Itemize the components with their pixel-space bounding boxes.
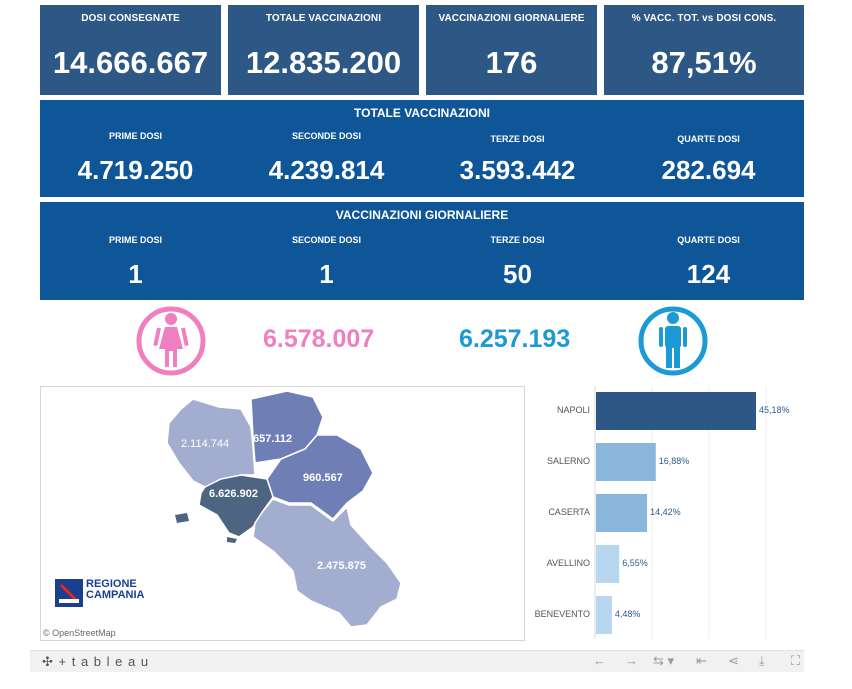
male-vaccinations-value: 6.257.193 xyxy=(459,325,571,353)
kpi-vaccinazioni-giornaliere: VACCINAZIONI GIORNALIERE 176 xyxy=(426,5,597,95)
kpi-value: 12.835.200 xyxy=(245,45,402,80)
col-label: SECONDE DOSI xyxy=(291,131,361,141)
undo-icon[interactable]: ← xyxy=(593,653,606,668)
logo-text-line-2: CAMPANIA xyxy=(86,589,145,601)
tableau-brand-link[interactable]: ✣ + t a b l e a u xyxy=(42,654,149,670)
kpi-value: 87,51% xyxy=(651,45,757,80)
bar-category-label: CASERTA xyxy=(548,507,590,517)
bar-avellino[interactable] xyxy=(596,545,620,583)
bar-chart-svg xyxy=(594,386,767,639)
map-label-caserta: 2.114.744 xyxy=(181,438,229,450)
kpi-percentuale: % VACC. TOT. vs DOSI CONS. 87,51% xyxy=(604,5,804,95)
share-icon[interactable]: ⋖ xyxy=(728,653,739,668)
col-value: 1 xyxy=(319,259,334,289)
map-island-ischia xyxy=(175,513,189,523)
download-icon[interactable]: ⤓ xyxy=(759,653,765,668)
col-value: 3.593.442 xyxy=(459,155,576,185)
map-region-napoli xyxy=(198,474,274,538)
col-label: TERZE DOSI xyxy=(490,235,545,245)
logo-text-line-1: REGIONE xyxy=(86,578,137,590)
panel-title: VACCINAZIONI GIORNALIERE xyxy=(335,208,509,222)
col-value: 4.239.814 xyxy=(268,155,385,185)
tableau-brand-text: + t a b l e a u xyxy=(58,654,150,669)
female-vaccinations-value: 6.578.007 xyxy=(263,325,375,353)
bar-napoli[interactable] xyxy=(596,392,756,430)
totale-quarte-dosi: QUARTE DOSI 282.694 xyxy=(613,134,804,186)
bar-value-label: 6,55% xyxy=(622,558,648,568)
province-bar-chart: NAPOLI 45,18% SALERNO 16,88% CASERTA 14,42% AV… xyxy=(530,386,804,639)
bar-benevento[interactable] xyxy=(596,596,612,634)
col-label: PRIME DOSI xyxy=(108,131,162,141)
fullscreen-icon[interactable]: ⛶ xyxy=(791,653,801,668)
bar-caserta[interactable] xyxy=(596,494,648,532)
kpi-dosi-consegnate: DOSI CONSEGNATE 14.666.667 xyxy=(40,5,221,95)
bar-salerno[interactable] xyxy=(596,443,656,481)
map-region-salerno xyxy=(252,498,402,628)
bar-category-label: BENEVENTO xyxy=(534,609,590,619)
giornaliere-seconde-dosi: SECONDE DOSI 1 xyxy=(231,235,422,290)
map-label-napoli: 6.626.902 xyxy=(209,488,258,500)
map-label-avellino: 960.567 xyxy=(303,472,343,484)
regione-campania-logo-text: REGIONE CAMPANIA xyxy=(86,579,144,601)
col-value: 50 xyxy=(503,259,532,289)
kpi-value: 176 xyxy=(485,45,538,80)
map-island-capri xyxy=(227,537,237,543)
panel-title: TOTALE VACCINAZIONI xyxy=(354,106,490,120)
giornaliere-prime-dosi: PRIME DOSI 1 xyxy=(40,235,231,290)
regione-campania-logo-icon xyxy=(55,579,83,607)
bar-category-label: SALERNO xyxy=(546,456,590,466)
bar-value-label: 45,18% xyxy=(759,405,790,415)
pause-icon[interactable]: ⇤ xyxy=(696,653,707,668)
map-label-benevento: 657.112 xyxy=(253,433,292,445)
bar-value-label: 4,48% xyxy=(614,609,641,619)
giornaliere-quarte-dosi: QUARTE DOSI 124 xyxy=(613,235,804,290)
col-value: 282.694 xyxy=(661,155,756,185)
bar-value-label: 16,88% xyxy=(658,456,690,466)
tableau-logo-icon: ✣ xyxy=(42,654,54,669)
campania-map[interactable]: 2.114.744 657.112 960.567 6.626.902 2.47… xyxy=(40,386,525,641)
kpi-label: TOTALE VACCINAZIONI xyxy=(265,13,382,24)
bar-category-label: NAPOLI xyxy=(556,405,590,415)
male-person-icon xyxy=(637,305,709,377)
bar-value-label: 14,42% xyxy=(650,507,681,517)
totale-seconde-dosi: SECONDE DOSI 4.239.814 xyxy=(231,131,422,186)
col-label: QUARTE DOSI xyxy=(677,134,740,144)
col-value: 1 xyxy=(128,259,143,289)
map-label-salerno: 2.475.875 xyxy=(317,560,366,572)
revert-icon[interactable]: ⇆ ▾ xyxy=(653,653,675,668)
vaccinazioni-giornaliere-panel: VACCINAZIONI GIORNALIERE PRIME DOSI 1 SE… xyxy=(40,202,804,300)
totale-terze-dosi: TERZE DOSI 3.593.442 xyxy=(422,134,613,186)
kpi-totale-vaccinazioni: TOTALE VACCINAZIONI 12.835.200 xyxy=(228,5,419,95)
tableau-toolbar: ✣ + t a b l e a u ← → ⇆ ▾ ⇤ ⋖ ⤓ ⛶ xyxy=(30,650,804,672)
col-label: TERZE DOSI xyxy=(490,134,545,144)
kpi-label: VACCINAZIONI GIORNALIERE xyxy=(438,13,585,24)
col-label: SECONDE DOSI xyxy=(291,235,361,245)
bar-category-label: AVELLINO xyxy=(546,558,590,568)
kpi-label: % VACC. TOT. vs DOSI CONS. xyxy=(631,13,777,24)
female-person-icon xyxy=(135,305,207,377)
col-value: 4.719.250 xyxy=(77,155,194,185)
kpi-label: DOSI CONSEGNATE xyxy=(81,13,180,24)
giornaliere-terze-dosi: TERZE DOSI 50 xyxy=(422,235,613,290)
map-attribution[interactable]: © OpenStreetMap xyxy=(43,628,116,638)
map-region-avellino xyxy=(266,434,374,521)
col-label: QUARTE DOSI xyxy=(677,235,740,245)
col-value: 124 xyxy=(686,259,731,289)
totale-prime-dosi: PRIME DOSI 4.719.250 xyxy=(40,131,231,186)
redo-icon[interactable]: → xyxy=(625,653,638,668)
col-label: PRIME DOSI xyxy=(108,235,162,245)
kpi-value: 14.666.667 xyxy=(52,45,209,80)
totale-vaccinazioni-panel: TOTALE VACCINAZIONI PRIME DOSI 4.719.250… xyxy=(40,100,804,197)
